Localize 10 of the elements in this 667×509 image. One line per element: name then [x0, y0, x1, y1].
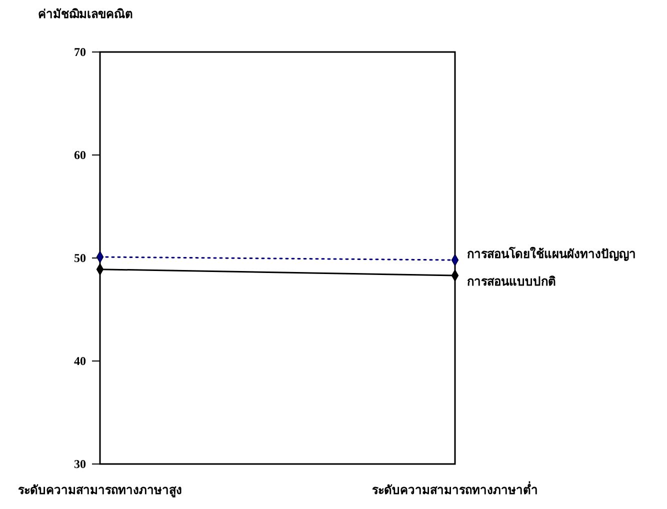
y-tick-label: 40: [74, 354, 86, 368]
x-tick-label: ระดับความสามารถทางภาษาต่ำ: [372, 481, 538, 497]
y-tick-label: 60: [74, 148, 86, 162]
series-label: การสอนโดยใช้แผนผังทางปัญญา: [467, 246, 636, 262]
y-axis-title: ค่ามัชฌิมเลขคณิต: [38, 7, 133, 21]
y-tick-label: 30: [74, 457, 86, 472]
x-tick-label: ระดับความสามารถทางภาษาสูง: [18, 483, 182, 498]
series-label: การสอนแบบปกติ: [467, 274, 556, 289]
y-tick-label: 70: [74, 45, 86, 60]
y-tick-label: 50: [74, 251, 86, 266]
